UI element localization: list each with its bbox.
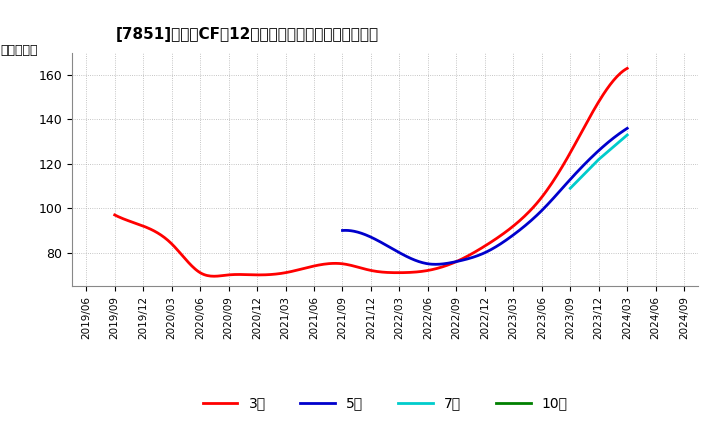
- Legend: 3年, 5年, 7年, 10年: 3年, 5年, 7年, 10年: [197, 391, 573, 416]
- Text: [7851]　投賄CFの12か月移動合計の標準偏差の推移: [7851] 投賄CFの12か月移動合計の標準偏差の推移: [116, 27, 379, 42]
- Y-axis label: （百万円）: （百万円）: [0, 44, 37, 58]
